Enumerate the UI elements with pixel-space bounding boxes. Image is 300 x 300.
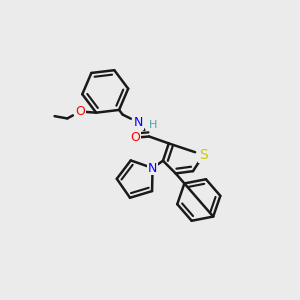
Text: N: N xyxy=(134,116,143,129)
Text: N: N xyxy=(148,161,157,175)
Text: O: O xyxy=(130,131,140,144)
Text: H: H xyxy=(148,120,157,130)
Text: O: O xyxy=(75,105,85,118)
Text: S: S xyxy=(199,148,208,162)
